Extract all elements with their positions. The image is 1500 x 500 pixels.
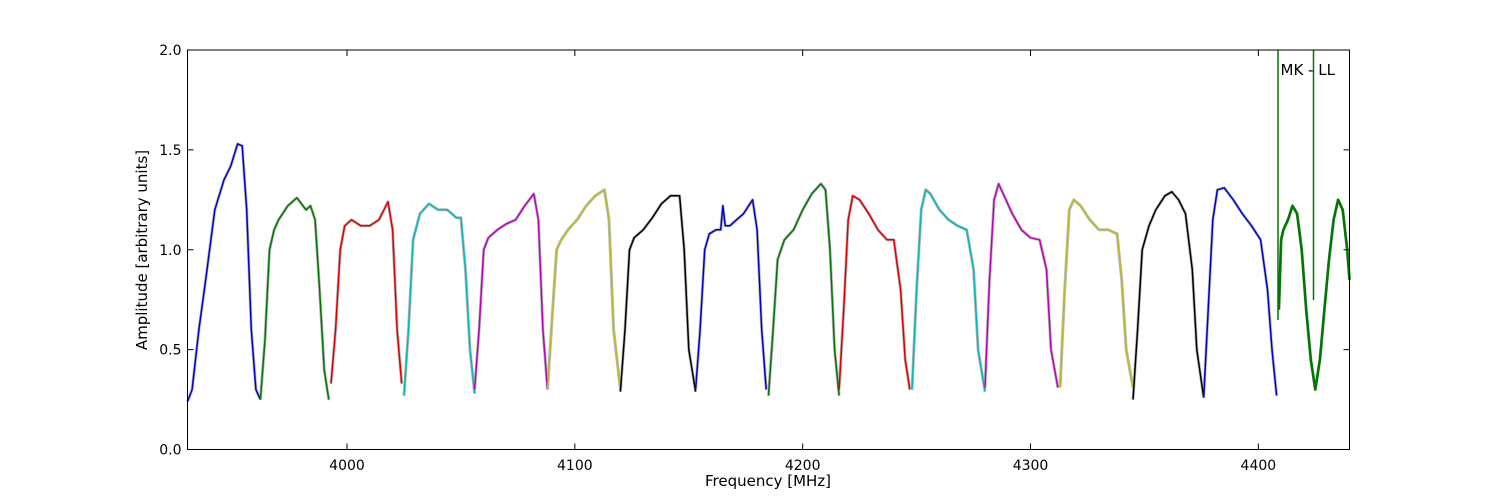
y-tick-label-2: 2.0 <box>159 43 181 59</box>
series-shadow-4 <box>473 192 549 390</box>
x-tick-label-4100: 4100 <box>557 458 593 474</box>
series-line-9 <box>838 195 911 390</box>
series-shadow-14 <box>1202 186 1279 398</box>
series-line-12 <box>1059 199 1134 388</box>
series-shadow-1 <box>258 196 331 400</box>
series-line-6 <box>619 195 697 392</box>
series-line-7 <box>694 199 767 390</box>
annotation-label: MK - LL <box>1281 61 1336 79</box>
x-axis: 4000 4100 4200 4300 4400 <box>329 50 1276 474</box>
y-tick-label-0: 0.0 <box>159 443 181 459</box>
y-axis-label: Amplitude [arbitrary units] <box>133 150 151 350</box>
series-line-8 <box>767 183 840 396</box>
series-shadow-2 <box>329 200 404 384</box>
series-line-14 <box>1202 187 1278 398</box>
series-line-0 <box>186 143 262 402</box>
series-layer <box>186 143 1351 402</box>
series-line-3 <box>403 203 476 396</box>
series-line-4 <box>473 193 549 390</box>
y-tick-label-1.5: 1.5 <box>159 143 181 159</box>
x-tick-label-4400: 4400 <box>1241 458 1277 474</box>
y-axis: 0.0 0.5 1.0 1.5 2.0 <box>159 43 1350 459</box>
series-line-13 <box>1132 191 1205 400</box>
series-line-2 <box>330 201 403 384</box>
x-axis-label: Frequency [MHz] <box>705 472 831 490</box>
x-tick-label-4200: 4200 <box>785 458 821 474</box>
series-line-5 <box>546 189 622 390</box>
shadow-layer <box>186 142 1351 403</box>
spike-layer <box>1277 50 1315 320</box>
series-shadow-8 <box>767 182 841 396</box>
series-shadow-7 <box>694 198 768 390</box>
series-shadow-6 <box>618 194 698 392</box>
series-line-15 <box>1277 198 1351 391</box>
series-line-11 <box>984 183 1059 388</box>
series-line-1 <box>259 197 330 400</box>
y-tick-label-1: 1.0 <box>159 243 181 259</box>
series-line-10 <box>911 189 986 392</box>
x-tick-label-4300: 4300 <box>1013 458 1049 474</box>
x-tick-label-4000: 4000 <box>329 458 365 474</box>
y-tick-label-0.5: 0.5 <box>159 343 181 359</box>
